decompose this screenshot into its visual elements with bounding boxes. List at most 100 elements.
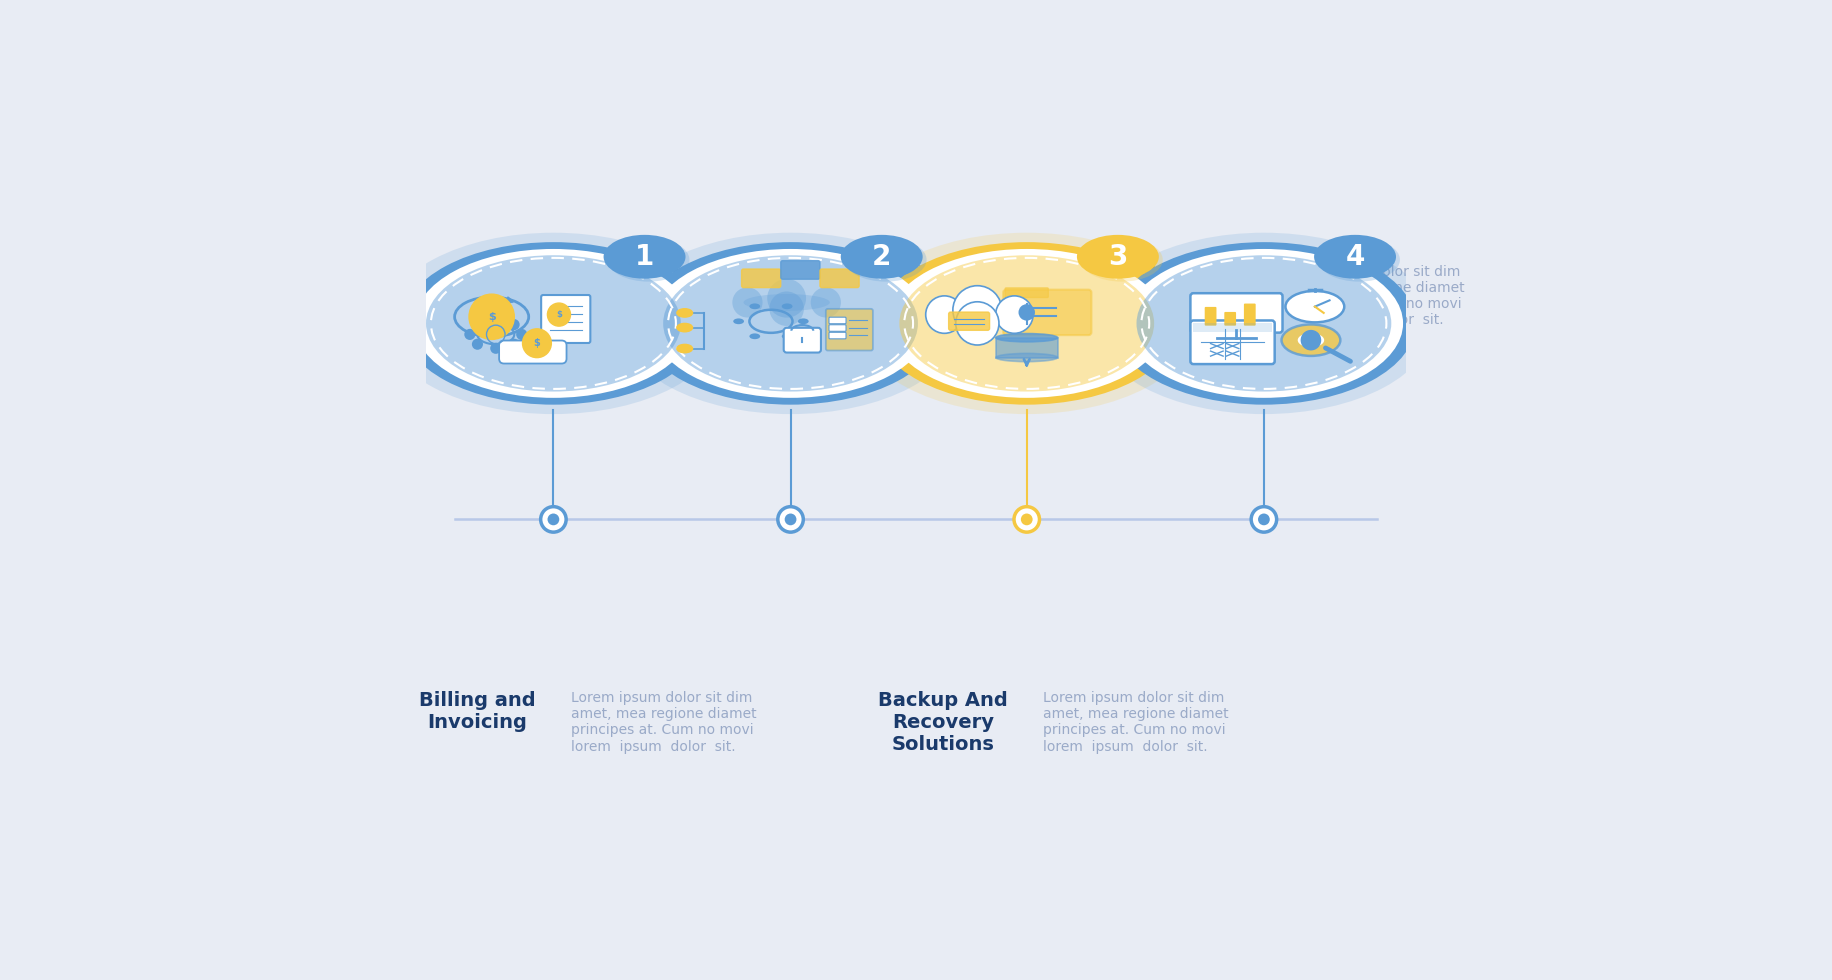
Circle shape bbox=[1020, 514, 1033, 525]
FancyBboxPatch shape bbox=[828, 324, 846, 331]
Circle shape bbox=[463, 329, 474, 340]
Circle shape bbox=[784, 514, 797, 525]
Ellipse shape bbox=[782, 304, 793, 310]
Circle shape bbox=[925, 296, 964, 333]
Circle shape bbox=[1019, 304, 1035, 320]
Circle shape bbox=[1251, 507, 1277, 532]
Ellipse shape bbox=[663, 255, 918, 392]
Circle shape bbox=[469, 294, 515, 339]
Circle shape bbox=[491, 343, 502, 354]
Ellipse shape bbox=[385, 232, 724, 415]
Circle shape bbox=[779, 507, 802, 532]
Ellipse shape bbox=[401, 242, 705, 405]
Circle shape bbox=[491, 315, 502, 326]
Text: 3: 3 bbox=[1108, 243, 1127, 270]
Ellipse shape bbox=[857, 232, 1196, 415]
FancyBboxPatch shape bbox=[826, 309, 872, 351]
Text: Productivity
Management: Productivity Management bbox=[1101, 265, 1244, 306]
Text: $: $ bbox=[533, 338, 540, 348]
FancyBboxPatch shape bbox=[498, 340, 566, 364]
Ellipse shape bbox=[1314, 235, 1396, 278]
Ellipse shape bbox=[676, 344, 692, 353]
FancyBboxPatch shape bbox=[821, 270, 859, 287]
Ellipse shape bbox=[1077, 235, 1160, 278]
Ellipse shape bbox=[900, 255, 1154, 392]
Ellipse shape bbox=[1297, 333, 1325, 347]
Text: Lorem ipsum dolor sit dim
amet, mea regione diamet
principes at. Cum no movi
lor: Lorem ipsum dolor sit dim amet, mea regi… bbox=[806, 265, 991, 327]
FancyBboxPatch shape bbox=[1191, 320, 1275, 365]
Ellipse shape bbox=[1286, 291, 1345, 322]
Circle shape bbox=[548, 514, 559, 525]
Ellipse shape bbox=[744, 294, 830, 311]
Text: 4: 4 bbox=[1345, 243, 1365, 270]
FancyBboxPatch shape bbox=[1224, 312, 1237, 325]
Ellipse shape bbox=[997, 354, 1057, 362]
FancyBboxPatch shape bbox=[540, 295, 590, 343]
FancyBboxPatch shape bbox=[1004, 290, 1092, 335]
Ellipse shape bbox=[749, 333, 760, 339]
Circle shape bbox=[953, 286, 1002, 335]
Circle shape bbox=[733, 287, 762, 318]
Circle shape bbox=[769, 291, 804, 326]
FancyBboxPatch shape bbox=[949, 312, 989, 330]
Ellipse shape bbox=[639, 242, 942, 405]
Text: Lorem ipsum dolor sit dim
amet, mea regione diamet
principes at. Cum no movi
lor: Lorem ipsum dolor sit dim amet, mea regi… bbox=[1044, 691, 1229, 754]
Ellipse shape bbox=[603, 235, 685, 278]
Ellipse shape bbox=[733, 318, 744, 324]
Ellipse shape bbox=[414, 249, 692, 398]
Ellipse shape bbox=[427, 255, 682, 392]
FancyBboxPatch shape bbox=[1006, 288, 1048, 298]
Ellipse shape bbox=[676, 323, 692, 332]
Circle shape bbox=[473, 319, 484, 330]
Circle shape bbox=[1259, 514, 1270, 525]
Ellipse shape bbox=[1282, 324, 1341, 356]
Circle shape bbox=[509, 339, 520, 350]
Circle shape bbox=[509, 319, 520, 330]
Ellipse shape bbox=[749, 304, 760, 310]
Text: 2: 2 bbox=[872, 243, 892, 270]
Text: Lorem ipsum dolor sit dim
amet, mea regione diamet
principes at. Cum no movi
lor: Lorem ipsum dolor sit dim amet, mea regi… bbox=[1279, 265, 1464, 327]
Ellipse shape bbox=[676, 309, 692, 318]
Text: Backup And
Recovery
Solutions: Backup And Recovery Solutions bbox=[878, 691, 1008, 754]
Ellipse shape bbox=[799, 318, 808, 324]
Ellipse shape bbox=[621, 232, 960, 415]
FancyBboxPatch shape bbox=[828, 332, 846, 339]
Ellipse shape bbox=[845, 238, 927, 281]
Text: Lorem ipsum dolor sit dim
amet, mea regione diamet
principes at. Cum no movi
lor: Lorem ipsum dolor sit dim amet, mea regi… bbox=[572, 691, 757, 754]
Ellipse shape bbox=[608, 238, 689, 281]
FancyBboxPatch shape bbox=[1205, 307, 1216, 325]
Ellipse shape bbox=[1317, 238, 1400, 281]
FancyBboxPatch shape bbox=[1244, 304, 1255, 325]
FancyBboxPatch shape bbox=[1191, 293, 1282, 332]
Ellipse shape bbox=[997, 333, 1057, 342]
Circle shape bbox=[812, 287, 841, 318]
Text: $: $ bbox=[557, 310, 562, 319]
Circle shape bbox=[540, 507, 566, 532]
Circle shape bbox=[522, 329, 551, 358]
Ellipse shape bbox=[1094, 232, 1433, 415]
FancyBboxPatch shape bbox=[784, 327, 821, 353]
Text: Billing and
Invoicing: Billing and Invoicing bbox=[420, 691, 535, 732]
Ellipse shape bbox=[652, 249, 929, 398]
Circle shape bbox=[548, 303, 570, 326]
FancyBboxPatch shape bbox=[742, 270, 780, 287]
Circle shape bbox=[1013, 507, 1039, 532]
Circle shape bbox=[956, 302, 998, 345]
FancyBboxPatch shape bbox=[828, 318, 846, 323]
Ellipse shape bbox=[1136, 255, 1390, 392]
Ellipse shape bbox=[841, 235, 923, 278]
FancyBboxPatch shape bbox=[997, 338, 1057, 358]
FancyBboxPatch shape bbox=[1193, 323, 1271, 332]
Ellipse shape bbox=[782, 333, 793, 339]
Text: $: $ bbox=[487, 312, 495, 321]
Circle shape bbox=[517, 329, 528, 340]
Ellipse shape bbox=[1112, 242, 1416, 405]
Ellipse shape bbox=[887, 249, 1165, 398]
Text: 1: 1 bbox=[636, 243, 654, 270]
Ellipse shape bbox=[1125, 249, 1403, 398]
Circle shape bbox=[1301, 330, 1321, 351]
Circle shape bbox=[473, 339, 484, 350]
Ellipse shape bbox=[1081, 238, 1163, 281]
Ellipse shape bbox=[876, 242, 1178, 405]
FancyBboxPatch shape bbox=[780, 261, 821, 279]
